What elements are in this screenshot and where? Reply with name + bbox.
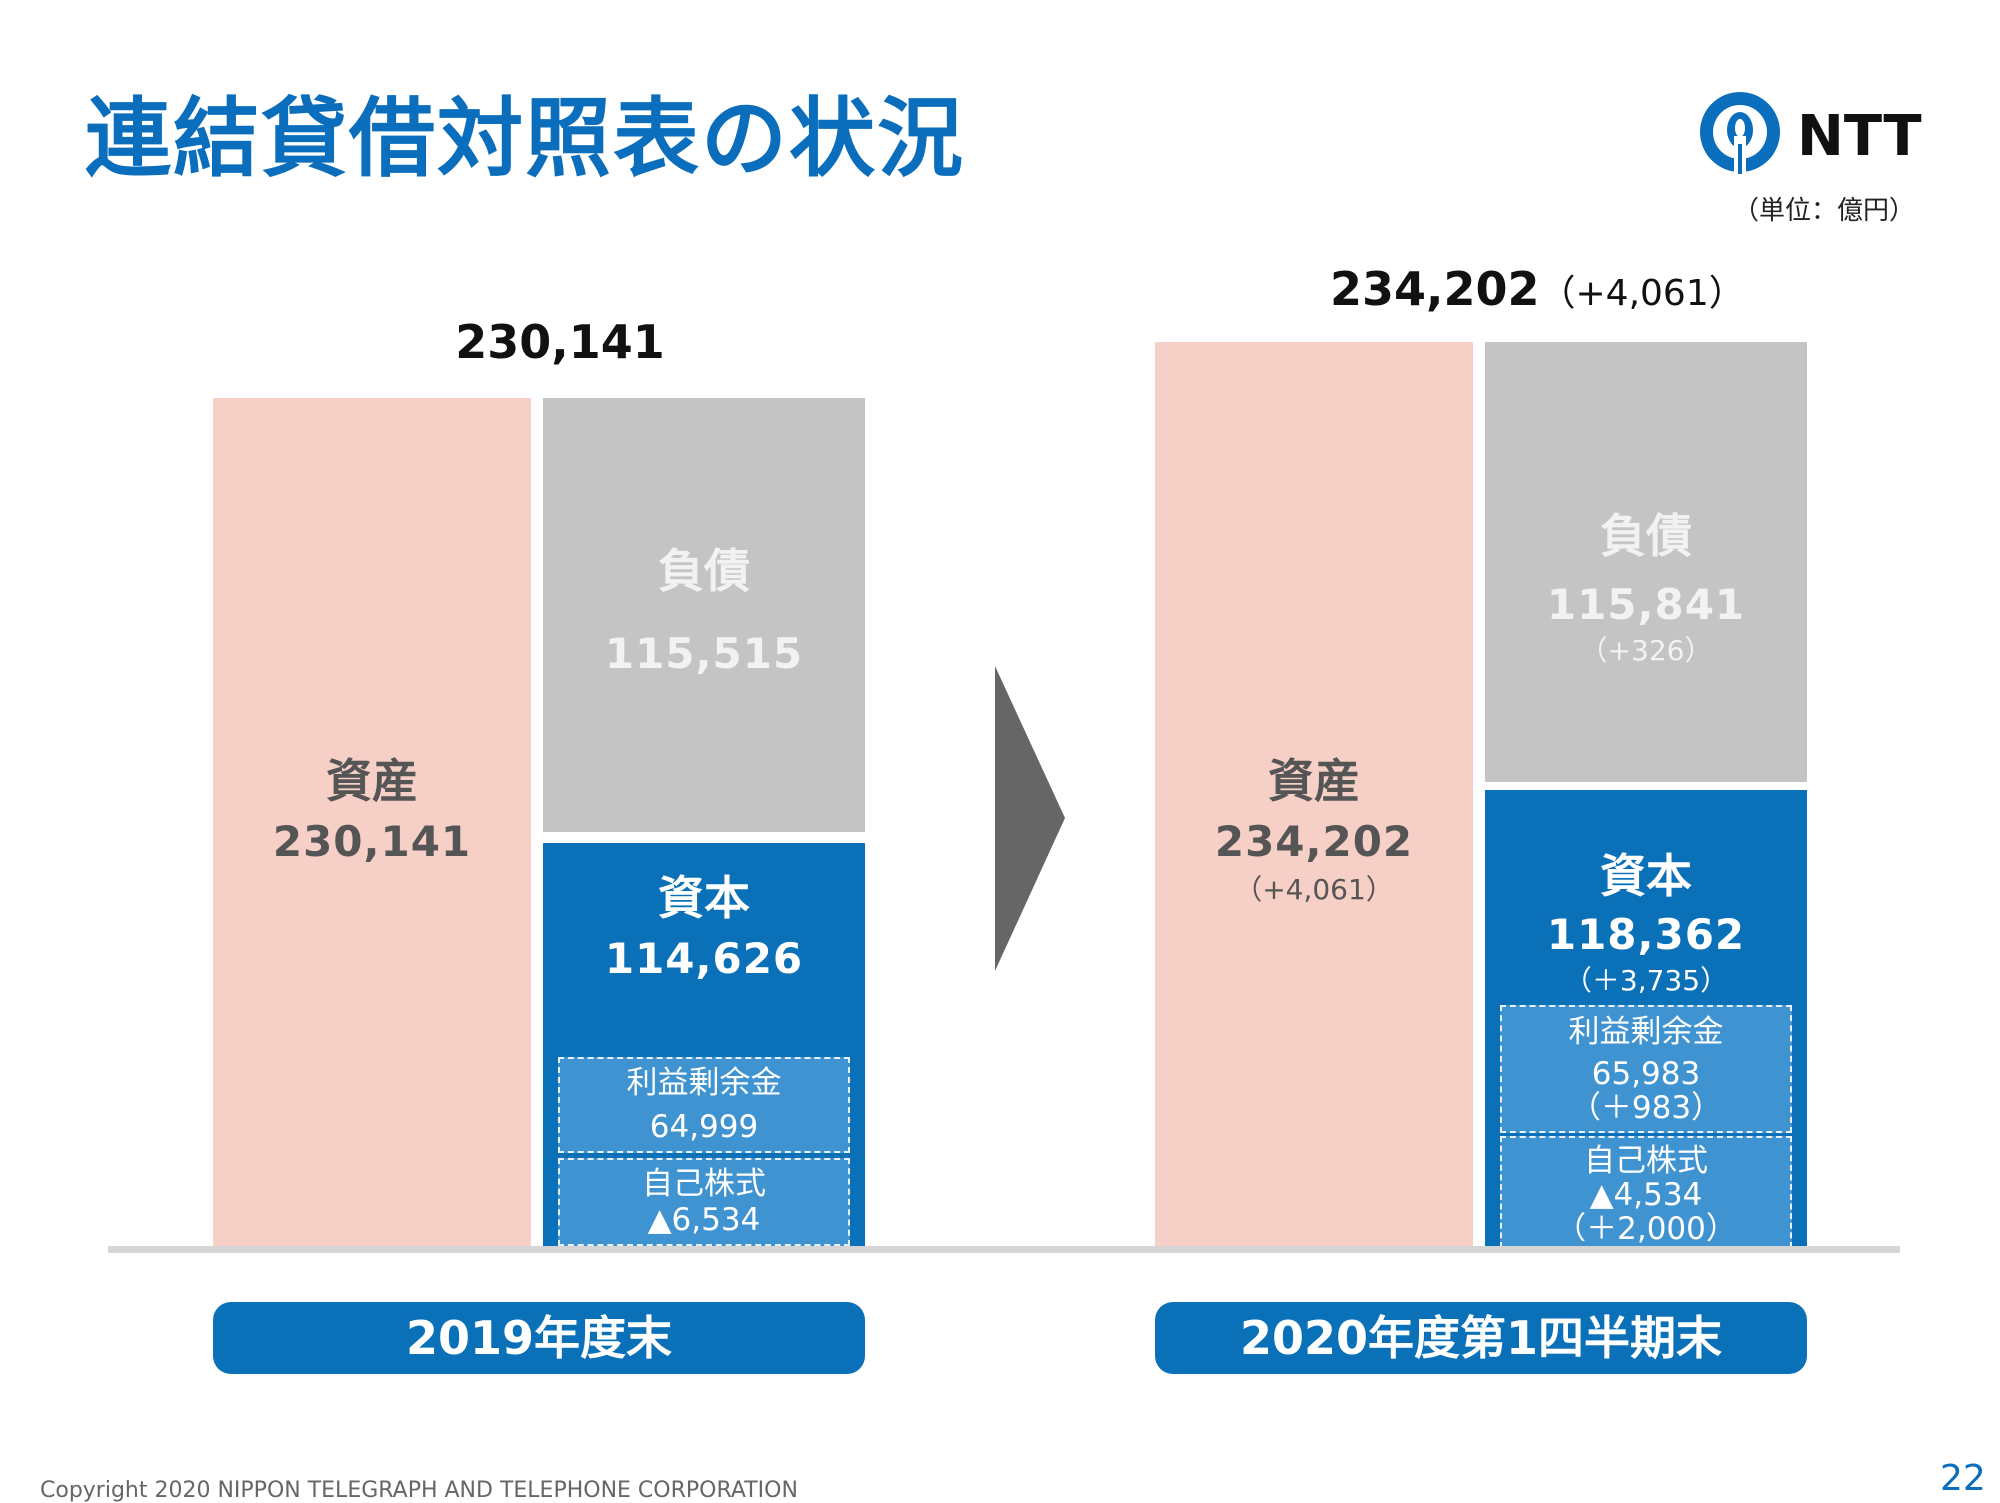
left-asset-bar	[213, 398, 531, 1248]
right-asset-value: 234,202	[1214, 817, 1414, 866]
right-retained-earnings-value: 65,983	[1591, 1056, 1701, 1092]
left-treasury-stock-value: ▲6,534	[647, 1202, 761, 1238]
page-title: 連結貸借対照表の状況	[85, 89, 965, 189]
right-treasury-stock-change: （＋2,000）	[1555, 1211, 1737, 1247]
left-treasury-stock-box: 自己株式 ▲6,534	[558, 1158, 850, 1246]
right-liability-bar	[1485, 342, 1807, 782]
right-treasury-stock-value: ▲4,534	[1589, 1177, 1703, 1213]
transition-arrow-icon	[995, 666, 1065, 975]
left-retained-earnings-box: 利益剰余金 64,999	[558, 1057, 850, 1153]
right-asset-label: 資産	[1268, 754, 1360, 808]
left-liability-text: 負債 115,515	[543, 535, 865, 678]
left-retained-earnings-value: 64,999	[649, 1109, 759, 1145]
left-equity-text: 資本 114,626	[543, 862, 865, 983]
left-liability-bar	[543, 398, 865, 832]
ntt-logo-icon: NTT	[1700, 92, 1922, 176]
baseline-axis	[108, 1246, 1900, 1253]
right-retained-earnings-box: 利益剰余金 65,983 （＋983）	[1500, 1005, 1792, 1133]
right-total: 234,202（+4,061）	[1330, 262, 1770, 316]
right-equity-value: 118,362	[1546, 910, 1746, 959]
page-number: 22	[1940, 1458, 1986, 1499]
right-liability-text: 負債 115,841 （+326）	[1485, 500, 1807, 669]
left-equity-value: 114,626	[604, 934, 804, 983]
left-liability-label: 負債	[658, 544, 750, 598]
left-retained-earnings-label: 利益剰余金	[626, 1065, 782, 1101]
right-asset-text: 資産 234,202 （+4,061）	[1155, 745, 1473, 908]
right-period-label: 2020年度第1四半期末	[1155, 1302, 1807, 1374]
ntt-logo: NTT	[1690, 84, 1940, 184]
ntt-logo-text: NTT	[1797, 104, 1922, 169]
right-total-change: （+4,061）	[1539, 273, 1745, 314]
right-equity-change: （＋3,735）	[1563, 964, 1729, 997]
left-asset-value: 230,141	[272, 817, 472, 866]
right-treasury-stock-label: 自己株式	[1584, 1143, 1708, 1179]
unit-label: （単位：億円）	[1732, 196, 1915, 226]
left-period-label: 2019年度末	[213, 1302, 865, 1374]
left-asset-label: 資産	[326, 754, 418, 808]
right-liability-change: （+326）	[1579, 634, 1713, 667]
right-asset-change: （+4,061）	[1234, 873, 1394, 906]
right-total-value: 234,202	[1330, 262, 1540, 316]
left-total: 230,141	[410, 315, 710, 369]
left-total-value: 230,141	[455, 315, 665, 369]
left-liability-value: 115,515	[604, 629, 804, 678]
right-asset-bar	[1155, 342, 1473, 1248]
left-asset-text: 資産 230,141	[213, 745, 531, 866]
right-retained-earnings-label: 利益剰余金	[1568, 1014, 1724, 1050]
left-equity-label: 資本	[658, 871, 750, 925]
right-equity-label: 資本	[1600, 849, 1692, 903]
right-retained-earnings-change: （＋983）	[1569, 1090, 1723, 1126]
copyright-footer: Copyright 2020 NIPPON TELEGRAPH AND TELE…	[40, 1478, 798, 1503]
right-liability-label: 負債	[1600, 509, 1692, 563]
right-treasury-stock-box: 自己株式 ▲4,534 （＋2,000）	[1500, 1136, 1792, 1248]
right-equity-text: 資本 118,362 （＋3,735）	[1485, 840, 1807, 999]
left-treasury-stock-label: 自己株式	[642, 1166, 766, 1202]
right-liability-value: 115,841	[1546, 580, 1746, 629]
